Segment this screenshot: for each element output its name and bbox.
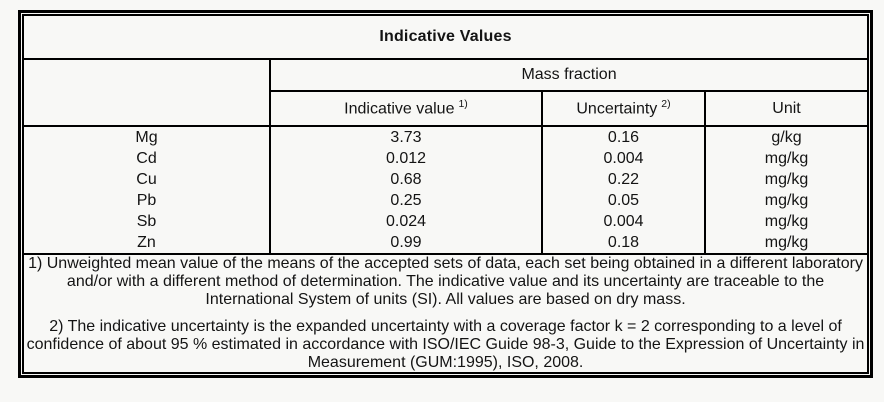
table-row: Zn 0.99 0.18 mg/kg	[22, 232, 870, 254]
table-row: Cu 0.68 0.22 mg/kg	[22, 169, 870, 190]
title-row: Indicative Values	[21, 14, 870, 60]
element-symbol: Mg	[22, 126, 271, 148]
table-row: Cd 0.012 0.004 mg/kg	[22, 148, 870, 169]
table-row: Mg 3.73 0.16 g/kg	[22, 126, 870, 148]
indicative-value: 0.25	[269, 190, 543, 211]
group-header-row: Mass fraction	[22, 58, 870, 127]
column-header-row: Indicative value 1) Uncertainty 2) Unit	[23, 90, 870, 127]
element-symbol: Sb	[22, 211, 271, 232]
column-header-unit: Unit	[703, 90, 870, 127]
uncertainty-value: 0.16	[541, 126, 706, 148]
column-header-indicative-value: Indicative value 1)	[269, 90, 543, 127]
indicative-values-table-frame: Indicative Values Mass fraction Indicati…	[18, 10, 874, 378]
unit-value: mg/kg	[703, 211, 870, 232]
uncertainty-value: 0.004	[541, 148, 706, 169]
unit-value: g/kg	[703, 126, 870, 148]
indicative-value: 0.68	[269, 169, 543, 190]
indicative-value: 0.012	[269, 148, 543, 169]
footnotes-row: 1) Unweighted mean value of the means of…	[21, 253, 870, 374]
footnotes-cell: 1) Unweighted mean value of the means of…	[21, 253, 870, 374]
element-symbol: Cd	[22, 148, 271, 169]
unit-value: mg/kg	[703, 169, 870, 190]
element-symbol: Zn	[22, 232, 271, 254]
table-row: Pb 0.25 0.05 mg/kg	[22, 190, 870, 211]
column-header-uncertainty: Uncertainty 2)	[541, 90, 706, 127]
unit-value: mg/kg	[703, 190, 870, 211]
footnote-2: 2) The indicative uncertainty is the exp…	[26, 318, 865, 371]
footnote-1: 1) Unweighted mean value of the means of…	[28, 255, 863, 308]
footnote-1-marker: 1)	[458, 98, 468, 111]
indicative-values-table: Indicative Values Mass fraction Indicati…	[21, 14, 870, 374]
table-row: Sb 0.024 0.004 mg/kg	[22, 211, 870, 232]
uncertainty-value: 0.05	[541, 190, 706, 211]
element-symbol: Cu	[22, 169, 271, 190]
table-title: Indicative Values	[21, 14, 870, 60]
group-header-mass-fraction: Mass fraction	[268, 58, 870, 92]
indicative-value: 0.99	[269, 232, 543, 254]
uncertainty-value: 0.18	[541, 232, 706, 254]
column-header-label: Uncertainty	[576, 100, 658, 118]
uncertainty-value: 0.004	[541, 211, 706, 232]
corner-cell	[22, 58, 271, 127]
unit-value: mg/kg	[703, 232, 870, 254]
unit-value: mg/kg	[703, 148, 870, 169]
footnote-2-marker: 2)	[661, 98, 671, 111]
indicative-value: 3.73	[269, 126, 543, 148]
element-symbol: Pb	[22, 190, 271, 211]
uncertainty-value: 0.22	[541, 169, 706, 190]
indicative-value: 0.024	[269, 211, 543, 232]
column-header-label: Indicative value	[344, 100, 455, 118]
